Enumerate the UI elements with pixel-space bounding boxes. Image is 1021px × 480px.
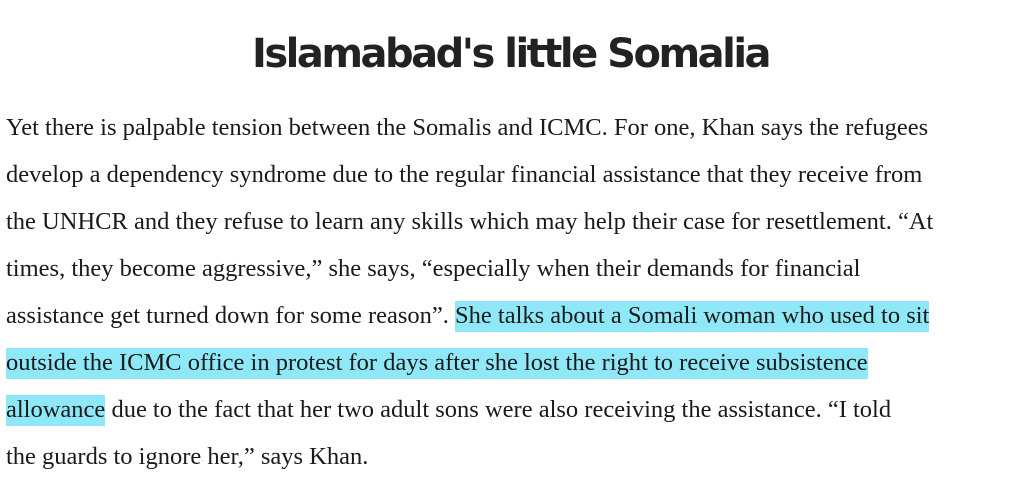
article-page: Islamabad's little Somalia Yet there is … (6, 31, 933, 470)
paragraph-line-3: the UNHCR and they refuse to learn any s… (6, 208, 934, 235)
paragraph-line-6: outside the ICMC office in protest for d… (6, 339, 1018, 386)
paragraph-line-4: times, they become aggressive,” she says… (6, 255, 861, 282)
paragraph-line-8: the guards to ignore her,” says Khan. (6, 443, 369, 470)
article-paragraph: Yet there is palpable tension between th… (6, 104, 1018, 480)
plain-text: due to the fact that her two adult sons … (105, 396, 892, 423)
headline: Islamabad's little Somalia (251, 31, 772, 77)
highlighted-text[interactable]: She talks about a Somali woman who used … (455, 301, 930, 332)
paragraph-line-7: allowance due to the fact that her two a… (6, 386, 1018, 433)
paragraph-line-1: Yet there is palpable tension between th… (6, 114, 929, 141)
paragraph-line-5: assistance get turned down for some reas… (6, 292, 1018, 339)
highlighted-text[interactable]: outside the ICMC office in protest for d… (6, 348, 868, 379)
highlighted-text[interactable]: allowance (6, 395, 106, 426)
plain-text: assistance get turned down for some reas… (6, 302, 456, 329)
paragraph-line-2: develop a dependency syndrome due to the… (6, 161, 923, 188)
